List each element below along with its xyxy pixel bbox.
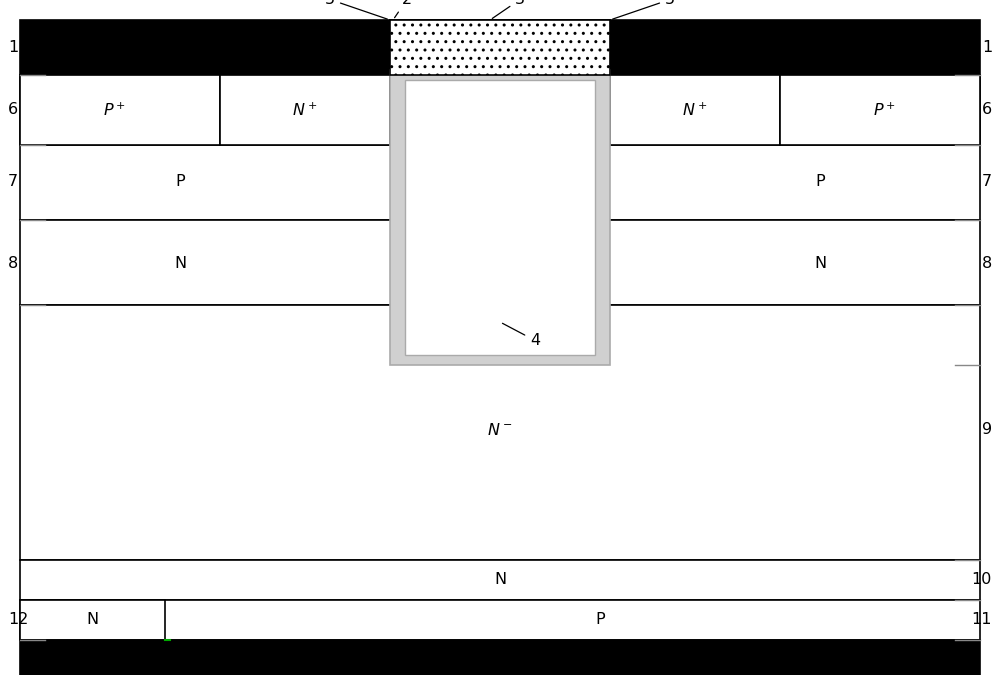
Bar (390, 20, 610, 75)
Bar (20, 220, 980, 305)
Text: P: P (595, 612, 605, 628)
Bar (20, 305, 980, 560)
Bar (220, 75, 390, 145)
Bar (20, 20, 980, 75)
Bar (20, 145, 980, 220)
Text: 10: 10 (972, 572, 992, 587)
Bar (780, 75, 980, 145)
Bar (20, 560, 980, 600)
Text: N: N (86, 612, 98, 628)
Bar (20, 75, 980, 145)
Text: 13: 13 (493, 656, 550, 675)
Bar (390, 70, 610, 365)
Text: 9: 9 (982, 423, 992, 437)
Text: 1: 1 (8, 40, 18, 55)
Text: 8: 8 (982, 256, 992, 271)
Text: N: N (174, 256, 186, 271)
Text: 6: 6 (982, 103, 992, 117)
Text: 12: 12 (8, 612, 28, 628)
Text: P: P (815, 175, 825, 190)
Bar (20, 600, 980, 640)
Text: 11: 11 (972, 612, 992, 628)
Text: $P^+$: $P^+$ (103, 101, 127, 119)
Text: 2: 2 (395, 0, 412, 18)
Text: N: N (494, 572, 506, 587)
Text: N: N (814, 256, 826, 271)
Text: 6: 6 (8, 103, 18, 117)
Text: $N^+$: $N^+$ (292, 101, 318, 119)
Bar (20, 640, 980, 675)
Text: 8: 8 (8, 256, 18, 271)
Text: 5: 5 (325, 0, 387, 19)
Text: 5: 5 (613, 0, 675, 19)
Text: $N^+$: $N^+$ (682, 101, 708, 119)
Bar (405, 80, 595, 355)
Text: 3: 3 (492, 0, 525, 18)
Text: 1: 1 (982, 40, 992, 55)
Bar (610, 75, 780, 145)
Text: 4: 4 (502, 323, 540, 348)
Bar (20, 600, 165, 640)
Text: 7: 7 (8, 175, 18, 190)
Text: 7: 7 (982, 175, 992, 190)
Text: $P^+$: $P^+$ (873, 101, 897, 119)
Bar (390, 20, 610, 75)
Text: $N^-$: $N^-$ (487, 422, 513, 438)
Text: P: P (175, 175, 185, 190)
Bar (20, 75, 220, 145)
